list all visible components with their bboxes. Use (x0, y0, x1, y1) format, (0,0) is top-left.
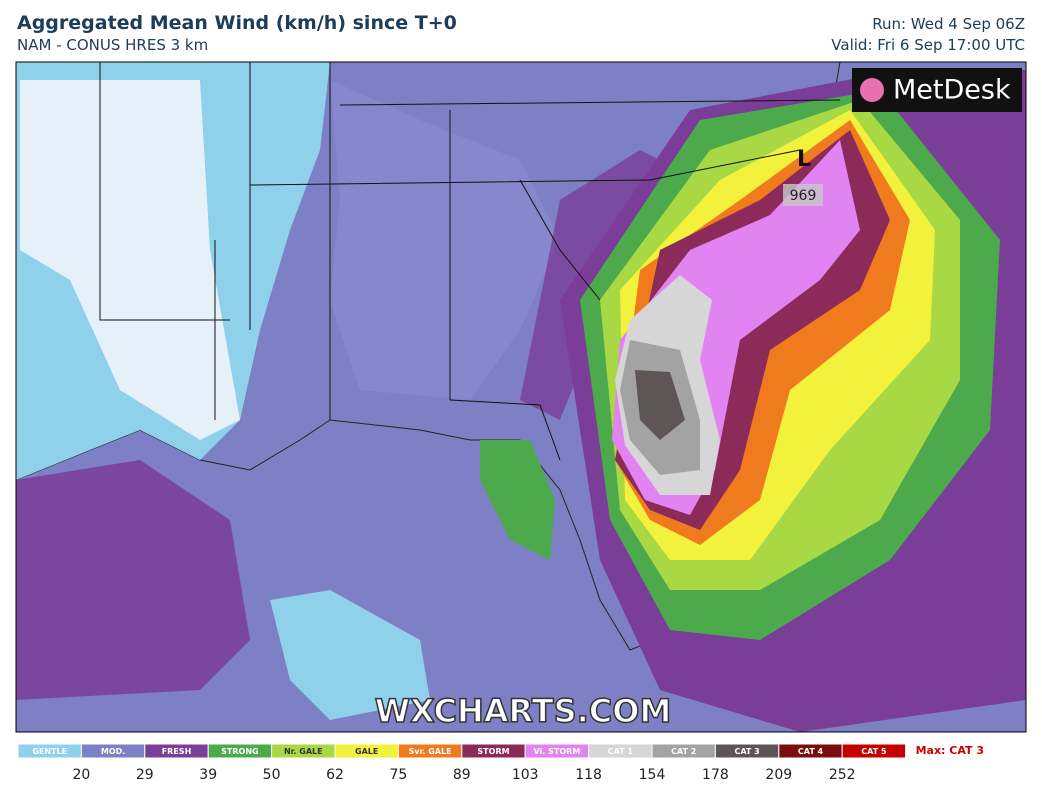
legend-label: Vi. STORM (534, 747, 581, 756)
logo-icon (860, 78, 884, 102)
legend-threshold: 20 (72, 767, 90, 783)
legend-threshold: 50 (263, 767, 281, 783)
legend-threshold: 252 (829, 767, 856, 783)
legend-threshold: 118 (575, 767, 602, 783)
legend-label: CAT 2 (671, 747, 696, 756)
legend-label: Nr. GALE (284, 747, 323, 756)
hurricane-field (560, 70, 1026, 732)
legend-threshold: 103 (512, 767, 539, 783)
legend-label: MOD. (101, 747, 125, 756)
legend-swatch (841, 743, 907, 759)
calm-area (20, 80, 240, 440)
legend-label: GENTLE (32, 747, 67, 756)
legend: GENTLE MOD. FRESH STRONG Nr. GALE GALE Svr. GA… (17, 743, 984, 783)
legend-label: FRESH (162, 747, 192, 756)
legend-threshold: 39 (199, 767, 217, 783)
low-label: L (797, 147, 811, 172)
legend-label: STRONG (221, 747, 258, 756)
map-field: L 969 MetDesk WXCHARTS.COM (16, 62, 1026, 732)
strong-area (480, 440, 555, 560)
legend-threshold: 154 (639, 767, 666, 783)
subtitle: NAM - CONUS HRES 3 km (17, 36, 209, 54)
mod-area (330, 80, 560, 400)
fresh-gulf (16, 460, 250, 700)
legend-label: Svr. GALE (409, 747, 452, 756)
state-borders (99, 62, 841, 461)
run-time: Run: Wed 4 Sep 06Z (872, 15, 1025, 33)
legend-max: Max: CAT 3 (916, 744, 984, 757)
legend-label: CAT 1 (608, 747, 634, 756)
gentle-gulf (270, 590, 430, 720)
map-frame (15, 61, 1027, 733)
watermark: WXCHARTS.COM (375, 692, 672, 730)
legend-label: CAT 5 (861, 747, 887, 756)
legend-threshold: 209 (765, 767, 792, 783)
legend-threshold: 62 (326, 767, 344, 783)
legend-label: STORM (477, 747, 509, 756)
pressure-box (783, 184, 823, 206)
valid-time: Valid: Fri 6 Sep 17:00 UTC (831, 36, 1025, 54)
legend-label: CAT 4 (798, 747, 824, 756)
legend-threshold: 29 (136, 767, 154, 783)
legend-threshold: 178 (702, 767, 729, 783)
title: Aggregated Mean Wind (km/h) since T+0 (17, 12, 457, 34)
legend-label: CAT 3 (734, 747, 759, 756)
legend-threshold: 89 (453, 767, 471, 783)
pressure-label: 969 (790, 188, 817, 204)
logo: MetDesk (893, 75, 1011, 106)
legend-threshold: 75 (389, 767, 407, 783)
legend-label: GALE (355, 747, 378, 756)
